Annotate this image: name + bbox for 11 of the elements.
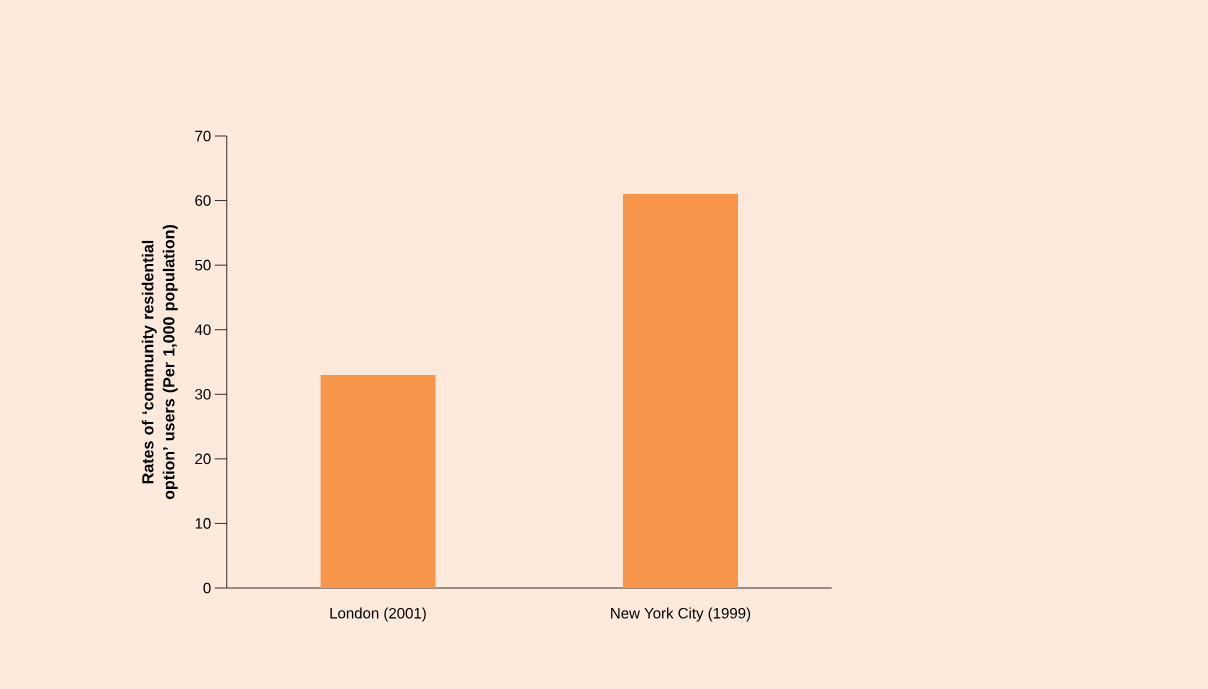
y-axis-title: Rates of ‘community residential option’ users (Per 1,000 population)	[141, 224, 178, 500]
y-tick-label: 60	[195, 195, 211, 206]
x-tick-label: New York City (1999)	[611, 607, 751, 622]
y-tick-label: 0	[203, 582, 211, 594]
y-tick-label: 10	[195, 518, 211, 529]
y-tick-label: 30	[195, 388, 211, 400]
y-tick-label: 20	[195, 453, 211, 465]
y-tick-label: 50	[195, 259, 211, 271]
y-tick-label: 40	[194, 324, 211, 336]
x-tick-label: London (2001)	[330, 607, 426, 622]
y-tick-label: 70	[195, 130, 211, 142]
